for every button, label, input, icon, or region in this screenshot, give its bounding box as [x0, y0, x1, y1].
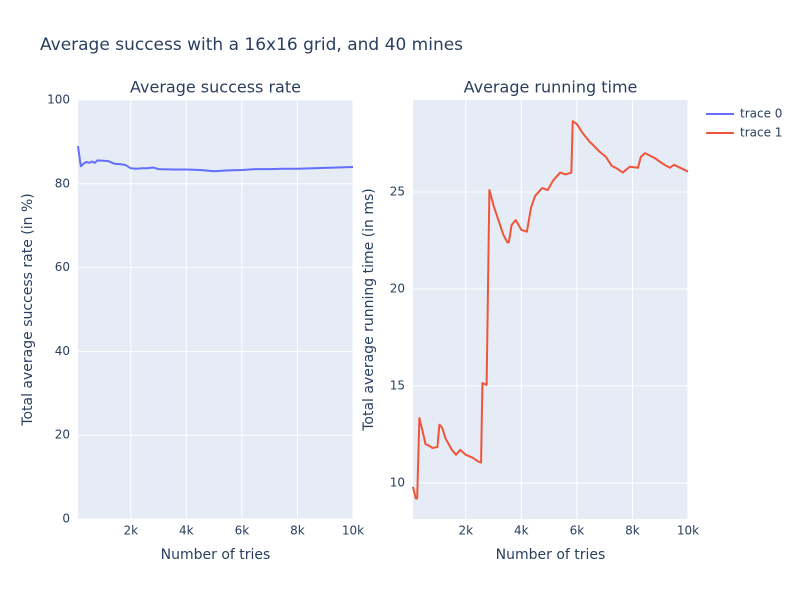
y-tick-label: 20	[55, 428, 70, 442]
x-tick-label: 6k	[235, 524, 250, 538]
x-tick-label: 4k	[179, 524, 194, 538]
subplot-title: Average running time	[464, 78, 638, 97]
y-tick-label: 40	[55, 344, 70, 358]
x-tick-label: 2k	[123, 524, 138, 538]
y-tick-label: 0	[62, 512, 70, 526]
y-tick-label: 100	[47, 93, 70, 107]
y-tick-label: 25	[390, 184, 405, 198]
y-tick-label: 20	[390, 281, 405, 295]
y-tick-label: 10	[390, 475, 405, 489]
line	[412, 120, 689, 500]
legend-label: trace 1	[740, 126, 782, 140]
y-tick-label: 60	[55, 260, 70, 274]
subplot-title: Average success rate	[130, 78, 301, 97]
x-tick-label: 8k	[290, 524, 305, 538]
x-axis-label: Number of tries	[161, 547, 271, 563]
x-tick-label: 6k	[570, 524, 585, 538]
line	[77, 145, 354, 173]
x-axis-label: Number of tries	[496, 547, 606, 563]
x-tick-label: 2k	[458, 524, 473, 538]
figure-title: Average success with a 16x16 grid, and 4…	[40, 35, 463, 55]
x-tick-label: 10k	[342, 524, 364, 538]
legend-label: trace 0	[740, 107, 782, 121]
y-tick-label: 15	[390, 378, 405, 392]
y-axis-label: Total average success rate (in %)	[20, 193, 36, 426]
y-tick-label: 80	[55, 176, 70, 190]
y-axis-label: Total average running time (in ms)	[361, 188, 377, 432]
x-tick-label: 4k	[514, 524, 529, 538]
x-tick-label: 10k	[677, 524, 699, 538]
x-tick-label: 8k	[625, 524, 640, 538]
plot-background	[413, 100, 688, 519]
plot-background	[78, 100, 353, 519]
